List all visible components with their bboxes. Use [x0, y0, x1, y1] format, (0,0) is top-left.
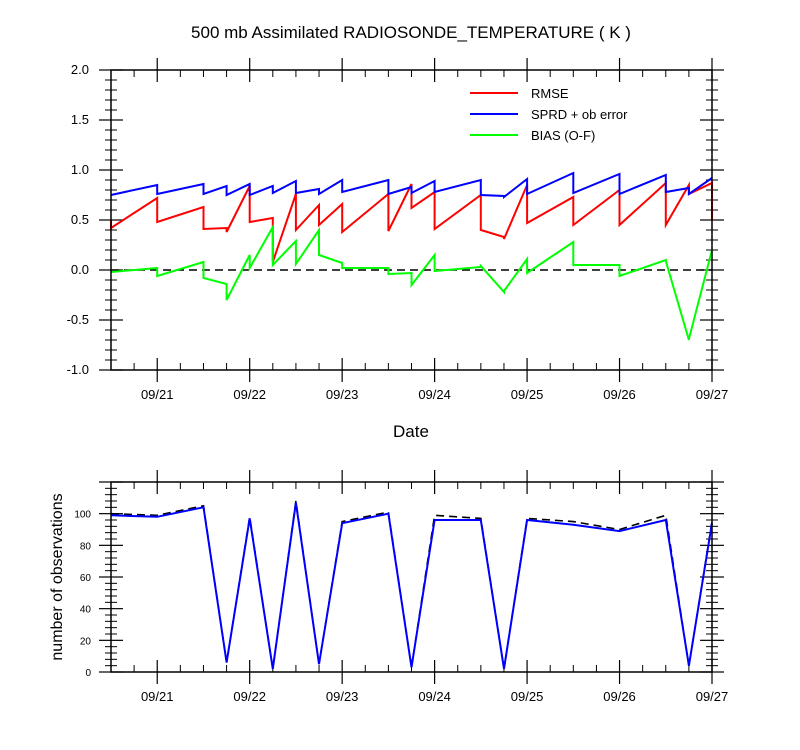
y-tick-label: 40 [80, 605, 92, 616]
y-tick-label: -0.5 [67, 312, 89, 327]
series-line-assimilated [110, 502, 713, 669]
legend-label-bias-o-f: BIAS (O-F) [531, 128, 595, 143]
x-tick-label: 09/26 [603, 387, 636, 402]
series-line-bias-o-f [110, 223, 713, 341]
x-tick-label: 09/24 [418, 689, 451, 704]
x-tick-label: 09/23 [326, 689, 359, 704]
bottom-plot-frame [110, 481, 713, 673]
y-tick-label: 1.5 [71, 112, 89, 127]
y-tick-label: 100 [74, 510, 91, 521]
y-tick-label: 80 [80, 541, 92, 552]
x-tick-label: 09/27 [696, 689, 729, 704]
x-tick-label: 09/22 [233, 689, 266, 704]
legend-label-sprd-ob-error: SPRD + ob error [531, 107, 628, 122]
series-line-rmse [110, 180, 713, 263]
y-tick-label: 0 [85, 668, 91, 679]
top-panel: 500 mb Assimilated RADIOSONDE_TEMPERATUR… [67, 23, 729, 441]
series-line-sprd-ob-error [110, 171, 713, 200]
bottom-series-group [110, 500, 713, 669]
bottom-ticks [99, 470, 724, 684]
x-tick-label: 09/24 [418, 387, 451, 402]
y-tick-label: 0.0 [71, 262, 89, 277]
y-tick-label: -1.0 [67, 362, 89, 377]
y-tick-label: 20 [80, 636, 92, 647]
legend: RMSE SPRD + ob error BIAS (O-F) [470, 86, 628, 143]
top-series-group [110, 171, 713, 341]
bottom-panel: 09/21 09/22 09/23 09/24 09/25 09/26 09/27 0 20 40… [49, 470, 728, 704]
x-tick-label: 09/25 [511, 689, 544, 704]
x-tick-label: 09/22 [233, 387, 266, 402]
y-tick-label: 0.5 [71, 212, 89, 227]
bottom-tick-labels: 09/21 09/22 09/23 09/24 09/25 09/26 09/27 0 20 40… [74, 510, 728, 704]
x-tick-label: 09/26 [603, 689, 636, 704]
top-plot-frame [110, 69, 713, 371]
legend-label-rmse: RMSE [531, 86, 569, 101]
y-tick-label: 60 [80, 573, 92, 584]
series-line-possible [110, 500, 713, 669]
x-tick-label: 09/21 [141, 689, 174, 704]
x-tick-label: 09/25 [511, 387, 544, 402]
chart-title: 500 mb Assimilated RADIOSONDE_TEMPERATUR… [191, 23, 631, 42]
y-tick-label: 1.0 [71, 162, 89, 177]
y-tick-label: 2.0 [71, 62, 89, 77]
x-tick-label: 09/21 [141, 387, 174, 402]
x-tick-label: 09/27 [696, 387, 729, 402]
x-axis-title: Date [393, 422, 429, 441]
x-tick-label: 09/23 [326, 387, 359, 402]
y-axis-title-observations: number of observations [49, 493, 66, 660]
top-ticks [99, 58, 724, 382]
top-tick-labels: 09/21 09/22 09/23 09/24 09/25 09/26 09/27 -1.0 -… [67, 62, 729, 402]
